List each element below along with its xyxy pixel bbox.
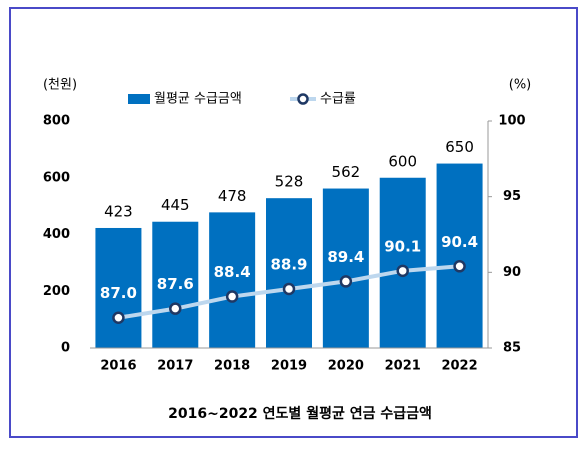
legend-marker (297, 93, 309, 105)
bar (95, 227, 142, 348)
line-marker (396, 264, 409, 278)
line-value-label: 90.4 (441, 233, 478, 251)
bar-value-label: 445 (161, 196, 190, 214)
line-marker (112, 311, 125, 324)
bar-value-label: 478 (218, 187, 247, 205)
bar-value-label: 650 (445, 138, 474, 156)
y-tick-label: 0 (61, 341, 70, 356)
y-tick-label: 600 (43, 170, 70, 185)
x-tick-label: 2019 (271, 359, 307, 374)
bar (322, 188, 369, 348)
bar-value-label: 562 (332, 163, 361, 181)
line-marker (282, 282, 296, 296)
y-tick-label: 800 (43, 114, 70, 129)
line-value-label: 87.6 (157, 275, 194, 293)
x-tick-label: 2020 (328, 359, 364, 374)
x-tick-label: 2018 (214, 359, 250, 374)
line-marker (339, 275, 353, 288)
x-tick-label: 2016 (100, 359, 136, 374)
y-axis-label: (천원) (43, 78, 77, 93)
bar-value-label: 423 (104, 202, 133, 220)
bar (436, 163, 483, 348)
legend-label: 수급률 (320, 92, 356, 107)
bar-value-label: 528 (275, 173, 304, 191)
chart-title: 2016~2022 연도별 월평균 연금 수급금액 (168, 405, 432, 422)
bar (209, 212, 256, 348)
bar (379, 177, 426, 348)
line-value-label: 90.1 (384, 237, 421, 255)
line-marker (225, 290, 239, 303)
line-marker (169, 302, 182, 315)
bar (266, 198, 312, 348)
line-value-label: 88.9 (270, 255, 307, 273)
y2-tick-label: 95 (503, 189, 521, 204)
y-tick-label: 200 (43, 284, 70, 299)
line-value-label: 87.0 (100, 284, 137, 302)
legend-swatch (128, 94, 150, 104)
y2-tick-label: 85 (503, 341, 521, 356)
bar (152, 221, 199, 348)
bar-value-label: 600 (388, 152, 417, 170)
line-marker (453, 260, 466, 273)
y2-axis-label: (%) (509, 78, 532, 93)
x-tick-label: 2021 (385, 359, 421, 374)
line-value-label: 89.4 (327, 248, 364, 266)
x-tick-label: 2022 (441, 359, 477, 374)
x-tick-label: 2017 (157, 359, 193, 374)
y2-tick-label: 100 (498, 114, 525, 129)
y-tick-label: 400 (43, 227, 70, 242)
y2-tick-label: 90 (503, 265, 521, 280)
legend-label: 월평균 수급금액 (154, 92, 242, 107)
line-value-label: 88.4 (214, 263, 251, 281)
